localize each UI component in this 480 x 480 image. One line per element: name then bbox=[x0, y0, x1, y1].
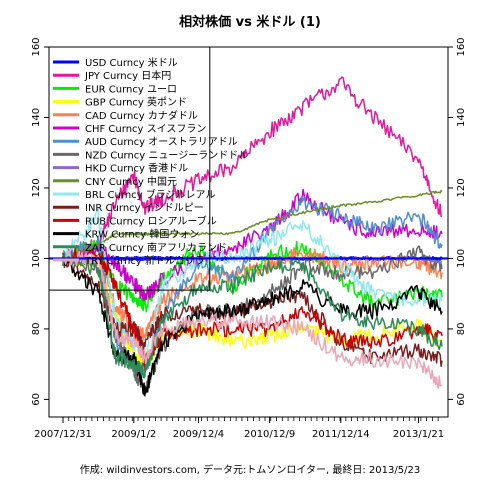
series-line bbox=[62, 188, 443, 301]
y-tick-label-right: 60 bbox=[456, 393, 467, 406]
legend-entry: HKD Curncy 香港ドル bbox=[85, 163, 188, 175]
y-tick-label-left: 140 bbox=[31, 108, 42, 127]
x-tick-label: 2009/12/4 bbox=[173, 429, 224, 440]
plot-content bbox=[49, 76, 448, 397]
y-tick-label-right: 120 bbox=[456, 178, 467, 197]
legend-entry: AUD Curncy オーストラリアドル bbox=[85, 136, 238, 148]
y-tick-label-right: 80 bbox=[456, 323, 467, 336]
axes: 60 60 80 80 100 100 120 120 140 140 160 160 2007/12/… bbox=[31, 37, 467, 440]
series-line bbox=[62, 189, 443, 260]
series-line bbox=[62, 252, 443, 379]
y-tick-label-right: 160 bbox=[456, 37, 467, 56]
legend-entry: KRW Curncy 韓国ウォン bbox=[85, 229, 199, 241]
y-tick-label-left: 160 bbox=[31, 37, 42, 56]
legend-entry: CNY Curncy 中国元 bbox=[85, 175, 177, 188]
legend-entry: JPY Curncy 日本円 bbox=[84, 69, 171, 82]
x-tick-label: 2007/12/31 bbox=[34, 429, 92, 440]
legend-entry: TRY Curncy 新トルコリラ bbox=[84, 254, 205, 267]
x-tick-label: 2013/1/21 bbox=[393, 429, 444, 440]
series-line bbox=[62, 207, 443, 360]
series-line bbox=[62, 76, 443, 265]
legend-entry: CAD Curncy カナダドル bbox=[85, 109, 198, 122]
x-tick-label: 2011/12/14 bbox=[312, 429, 370, 440]
legend-entry: RUB Curncy ロシアルーブル bbox=[85, 214, 217, 227]
series-line bbox=[62, 247, 443, 372]
legend-entry: ZAR Curncy 南アフリカランド bbox=[85, 241, 227, 254]
legend-entry: CHF Curncy スイスフラン bbox=[85, 123, 206, 135]
y-tick-label-right: 140 bbox=[456, 108, 467, 127]
legend-entry: NZD Curncy ニュージーランドドル bbox=[85, 149, 248, 161]
y-tick-label-right: 100 bbox=[456, 249, 467, 268]
series-line bbox=[62, 249, 443, 390]
y-tick-label-left: 100 bbox=[31, 249, 42, 268]
y-tick-label-left: 120 bbox=[31, 178, 42, 197]
chart-title: 相対株価 vs 米ドル (1) bbox=[179, 14, 321, 30]
y-tick-label-left: 60 bbox=[31, 393, 42, 406]
legend-entry: INR Curncy インドルピー bbox=[85, 202, 204, 214]
legend-entry: EUR Curncy ユーロ bbox=[85, 84, 177, 95]
y-tick-label-left: 80 bbox=[31, 323, 42, 336]
chart-caption: 作成: wildinvestors.com, データ元:トムソンロイター, 最終… bbox=[80, 463, 420, 476]
legend-entry: BRL Curncy ブラジルレアル bbox=[85, 188, 215, 201]
x-tick-label: 2010/12/9 bbox=[244, 429, 295, 440]
series-line bbox=[62, 195, 443, 379]
x-tick-label: 2009/1/2 bbox=[111, 429, 156, 440]
legend-entry: USD Curncy 米ドル bbox=[85, 56, 178, 69]
legend-entry: GBP Curncy 英ポンド bbox=[85, 96, 187, 109]
plot-frame bbox=[48, 46, 449, 418]
